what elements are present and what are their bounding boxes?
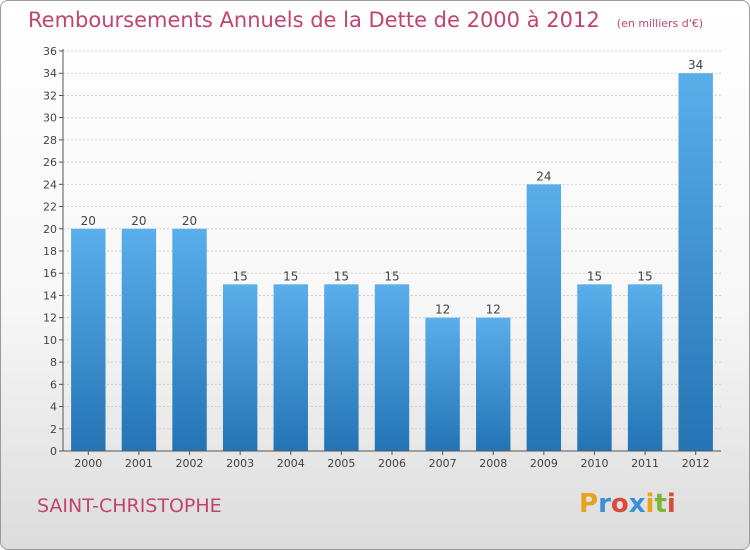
y-tick-label: 20: [43, 223, 57, 236]
bar-value-label: 20: [182, 214, 197, 228]
x-tick-label: 2011: [631, 457, 659, 470]
bar: [71, 228, 106, 451]
bar: [324, 284, 359, 451]
x-tick-label: 2009: [530, 457, 558, 470]
logo-letter: t: [654, 489, 667, 519]
x-tick-label: 2002: [176, 457, 204, 470]
y-tick-label: 24: [43, 178, 57, 191]
chart-title: Remboursements Annuels de la Dette de 20…: [28, 8, 600, 32]
logo-letter: x: [628, 489, 646, 519]
bar: [121, 228, 157, 451]
y-tick-label: 36: [43, 45, 57, 58]
x-tick-label: 2008: [479, 457, 507, 470]
y-tick-label: 34: [43, 67, 57, 80]
logo-letter: o: [610, 489, 629, 519]
x-tick-label: 2010: [580, 457, 608, 470]
bar-value-label: 12: [435, 303, 450, 317]
y-tick-label: 14: [43, 289, 57, 302]
y-tick-label: 6: [50, 378, 57, 391]
logo-letter: i: [666, 489, 676, 519]
logo-letter: i: [645, 489, 655, 519]
bars: [71, 73, 713, 452]
x-tick-label: 2003: [226, 457, 254, 470]
bar: [425, 317, 460, 451]
logo-letter: P: [579, 489, 599, 519]
bar-value-label: 15: [587, 269, 602, 283]
bar-value-label: 15: [283, 269, 298, 283]
x-tick-label: 2012: [682, 457, 710, 470]
bar-value-label: 15: [233, 269, 248, 283]
y-tick-label: 28: [43, 134, 57, 147]
bar-value-label: 20: [131, 214, 146, 228]
y-tick-label: 12: [43, 312, 57, 325]
bar-value-label: 34: [688, 58, 703, 72]
bar: [273, 284, 308, 451]
bar: [222, 284, 258, 451]
y-tick-label: 22: [43, 201, 57, 214]
x-tick-label: 2001: [125, 457, 153, 470]
y-tick-label: 10: [43, 334, 57, 347]
bar: [374, 284, 410, 451]
bar-value-label: 15: [334, 269, 349, 283]
x-tick-label: 2007: [429, 457, 457, 470]
bar: [526, 184, 562, 452]
y-tick-label: 4: [50, 401, 57, 414]
bar: [678, 73, 713, 451]
x-tick-label: 2000: [74, 457, 102, 470]
data-labels: 20 20 20 15 15 15 15 12 12 24 15 15 34: [81, 58, 704, 316]
bar: [627, 284, 663, 451]
bar-value-label: 12: [486, 303, 501, 317]
logo-letter: r: [598, 489, 611, 519]
bar: [577, 284, 612, 451]
bar-value-label: 24: [536, 169, 551, 183]
bar-value-label: 15: [637, 269, 652, 283]
bar: [172, 228, 207, 451]
bar-value-label: 20: [81, 214, 96, 228]
y-tick-label: 30: [43, 112, 57, 125]
y-tick-label: 0: [50, 445, 57, 458]
x-tick-label: 2005: [327, 457, 355, 470]
x-tick-label: 2006: [378, 457, 406, 470]
y-tick-label: 16: [43, 267, 57, 280]
chart-unit: (en milliers d'€): [616, 17, 704, 30]
x-tick-label: 2004: [277, 457, 305, 470]
y-tick-label: 2: [50, 423, 57, 436]
y-tick-label: 32: [43, 89, 57, 102]
y-tick-label: 8: [50, 356, 57, 369]
y-tick-label: 26: [43, 156, 57, 169]
city-name: SAINT-CHRISTOPHE: [37, 495, 222, 517]
chart-title-block: Remboursements Annuels de la Dette de 20…: [28, 8, 703, 32]
bar: [476, 317, 511, 451]
proxiti-logo: Proxiti: [579, 489, 676, 519]
bar-value-label: 15: [384, 269, 399, 283]
y-tick-label: 18: [43, 245, 57, 258]
